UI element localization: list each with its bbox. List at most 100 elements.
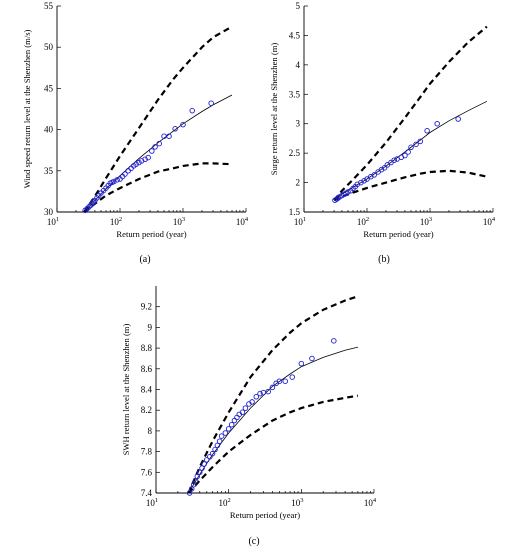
x-tick-label: 104	[364, 497, 377, 508]
y-tick-label: 40	[44, 125, 54, 135]
data-point-marker	[265, 388, 271, 395]
data-point-marker	[216, 438, 223, 445]
data-point-marker	[142, 156, 148, 163]
data-point-marker	[331, 338, 337, 344]
y-tick-label: 2.5	[289, 148, 301, 158]
data-point-marker	[125, 168, 131, 174]
data-point-marker	[149, 148, 155, 154]
data-point-marker	[89, 201, 95, 207]
y-tick-label: 8.4	[141, 385, 153, 395]
data-point-marker	[231, 417, 238, 424]
panel-label: (a)	[139, 254, 150, 265]
data-point-marker	[196, 469, 203, 476]
data-point-marker	[222, 430, 229, 436]
y-tick-label: 8.8	[141, 343, 153, 353]
confidence-bound-line	[187, 394, 359, 494]
data-point-marker	[90, 199, 97, 205]
data-point-marker	[257, 390, 263, 397]
data-point-marker	[186, 490, 193, 496]
data-point-marker	[133, 161, 139, 167]
data-point-marker	[218, 433, 225, 439]
y-axis-title: Surge return level at the Shenzhen (m)	[269, 43, 279, 176]
data-point-marker	[276, 378, 283, 384]
x-axis-title: Return period (year)	[116, 229, 186, 239]
data-point-marker	[212, 446, 218, 453]
data-point-marker	[228, 421, 235, 428]
data-point-marker	[413, 141, 419, 148]
data-point-marker	[189, 107, 195, 114]
data-point-marker	[269, 384, 276, 391]
x-tick-label: 104	[483, 216, 496, 227]
y-tick-label: 7.8	[141, 447, 153, 457]
x-tick-label: 102	[357, 216, 369, 227]
data-point-marker	[402, 152, 408, 159]
data-point-marker	[381, 165, 388, 171]
y-tick-label: 4	[296, 60, 301, 70]
data-point-marker	[204, 457, 210, 463]
confidence-bound-line	[187, 295, 359, 494]
x-tick-label: 101	[47, 216, 59, 227]
y-tick-label: 7.6	[141, 467, 153, 477]
data-point-marker	[111, 178, 117, 185]
data-point-marker	[214, 442, 221, 449]
data-point-marker	[156, 140, 163, 147]
chart-panel-b: 101 102 103 104 1.5 2 2.5 3 3.5 4 4.5 5 Return perio…	[269, 1, 496, 265]
x-tick-label: 104	[236, 216, 249, 227]
data-point-marker	[180, 121, 186, 128]
data-point-marker	[345, 189, 351, 195]
y-tick-label: 8.6	[141, 364, 153, 374]
data-point-marker	[225, 426, 232, 432]
data-point-marker	[408, 144, 414, 151]
panel-label: (c)	[248, 536, 259, 547]
x-tick-label: 103	[291, 497, 303, 508]
y-tick-label: 1.5	[289, 207, 301, 217]
y-tick-label: 7.4	[141, 488, 153, 498]
y-tick-label: 50	[44, 42, 54, 52]
panel-label: (b)	[378, 254, 390, 265]
data-point-marker	[242, 405, 249, 411]
data-point-marker	[166, 133, 172, 139]
data-point-marker	[207, 454, 213, 460]
y-tick-label: 8	[148, 426, 153, 436]
y-axis-title: SWH return level at the Shenzhen (m)	[121, 324, 131, 456]
data-point-marker	[201, 461, 207, 467]
data-point-marker	[209, 450, 216, 457]
y-tick-label: 45	[44, 83, 54, 93]
data-point-marker	[199, 465, 205, 471]
fitted-curve-line	[83, 94, 233, 213]
data-point-marker	[114, 177, 120, 183]
y-tick-label: 3.5	[289, 89, 301, 99]
data-point-marker	[309, 355, 315, 362]
data-point-marker	[172, 126, 178, 132]
data-point-marker	[152, 144, 158, 150]
data-point-marker	[417, 138, 423, 145]
data-point-marker	[405, 149, 411, 155]
x-tick-label: 103	[173, 216, 185, 227]
x-axis-title: Return period (year)	[363, 229, 433, 239]
data-point-marker	[84, 205, 90, 212]
data-point-marker	[371, 172, 377, 178]
y-tick-label: 9.2	[141, 302, 152, 312]
data-point-marker	[455, 116, 461, 122]
confidence-bound-line	[83, 162, 233, 213]
data-point-marker	[424, 128, 430, 134]
x-tick-label: 103	[420, 216, 432, 227]
y-tick-label: 55	[44, 1, 54, 11]
confidence-bound-line	[333, 25, 488, 201]
chart-panel-a: 101 102 103 104 30 35 40 45 50 55 Return period (y…	[22, 1, 249, 265]
data-point-marker	[298, 360, 305, 367]
x-tick-label: 102	[110, 216, 122, 227]
confidence-bound-line	[83, 25, 233, 213]
data-point-marker	[391, 157, 397, 163]
y-tick-label: 2	[296, 178, 301, 188]
x-axis-title: Return period (year)	[230, 510, 300, 520]
data-point-marker	[239, 409, 246, 416]
y-tick-label: 35	[44, 166, 54, 176]
x-tick-label: 101	[294, 216, 306, 227]
data-point-marker	[194, 473, 201, 480]
data-point-marker	[289, 374, 296, 380]
y-tick-label: 9	[148, 322, 153, 332]
y-tick-label: 3	[296, 119, 301, 129]
data-point-marker	[86, 204, 92, 210]
